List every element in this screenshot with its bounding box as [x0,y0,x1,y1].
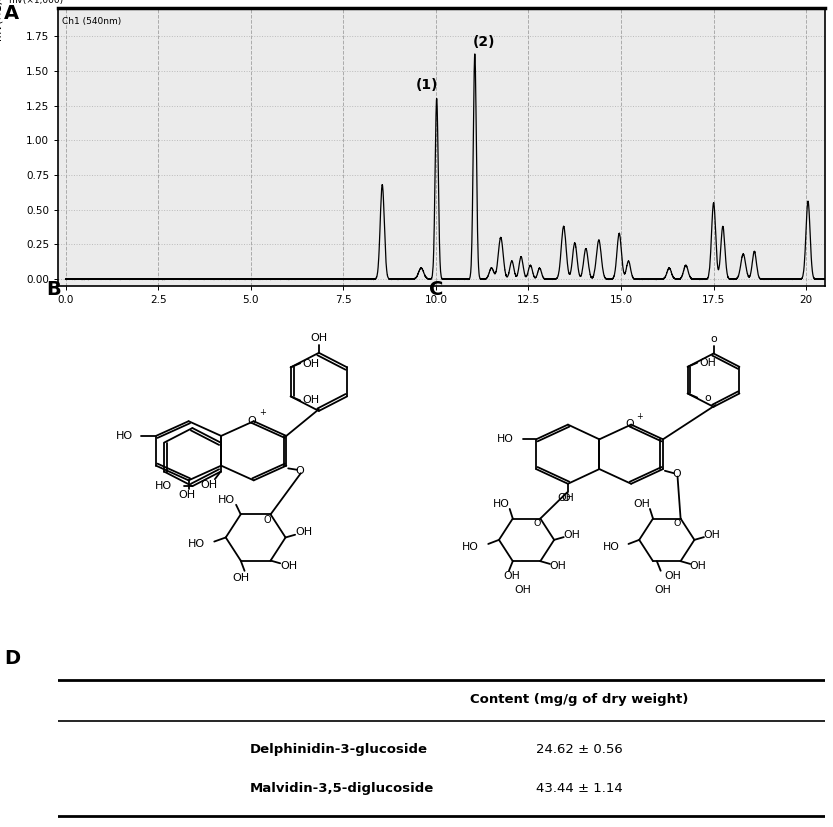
Text: HO: HO [462,542,479,552]
Text: OH: OH [690,562,706,571]
Text: O: O [534,519,541,528]
Text: A: A [4,4,19,23]
Text: 43.44 ± 1.14: 43.44 ± 1.14 [536,782,623,796]
Text: D: D [4,649,20,668]
Text: o: o [711,334,717,344]
Text: O: O [263,514,271,524]
Text: +: + [636,412,643,421]
Text: OH: OH [655,586,671,595]
Text: OH: OH [281,561,297,571]
Text: O: O [247,415,257,426]
Text: OH: OH [633,500,650,509]
Text: HO: HO [497,434,514,444]
Text: Content (mg/g of dry weight): Content (mg/g of dry weight) [471,692,689,705]
Text: HO: HO [493,500,510,509]
Text: O: O [625,419,634,429]
Text: OH: OH [232,573,250,583]
Text: o: o [704,393,711,403]
Text: OH: OH [311,333,327,343]
Text: Delphinidin-3-glucoside: Delphinidin-3-glucoside [250,743,428,757]
Text: O: O [672,469,681,479]
Text: (2): (2) [473,35,496,49]
Text: (1): (1) [416,78,438,92]
Text: OH: OH [557,493,575,503]
Text: OH: OH [550,562,566,571]
Text: OH: OH [664,571,681,581]
Text: OH: OH [563,530,581,540]
Text: OH: OH [504,571,521,581]
Text: Ch1 (540nm): Ch1 (540nm) [62,17,122,26]
Text: mV(×1,000): mV(×1,000) [8,0,63,6]
Text: OH: OH [201,480,217,490]
Text: HO: HO [217,495,235,505]
Text: +: + [259,409,266,417]
Text: HO: HO [156,481,172,491]
Text: 24.62 ± 0.56: 24.62 ± 0.56 [536,743,623,757]
Text: OH: OH [302,394,319,405]
Text: O: O [561,493,571,503]
Text: OH: OH [178,490,195,500]
Text: C: C [429,280,443,299]
Text: O: O [296,466,304,476]
Text: OH: OH [704,530,721,540]
Text: HO: HO [116,431,133,441]
Text: HO: HO [187,539,205,549]
Text: OH: OH [302,359,319,369]
Text: HO: HO [602,542,619,552]
Text: O: O [674,519,681,528]
Text: OH: OH [514,586,531,595]
Text: OH: OH [296,528,312,538]
Text: Malvidin-3,5-diglucoside: Malvidin-3,5-diglucoside [250,782,434,796]
Text: mV(×1,000): mV(×1,000) [0,0,2,40]
Text: OH: OH [699,358,716,368]
Text: B: B [46,280,61,299]
